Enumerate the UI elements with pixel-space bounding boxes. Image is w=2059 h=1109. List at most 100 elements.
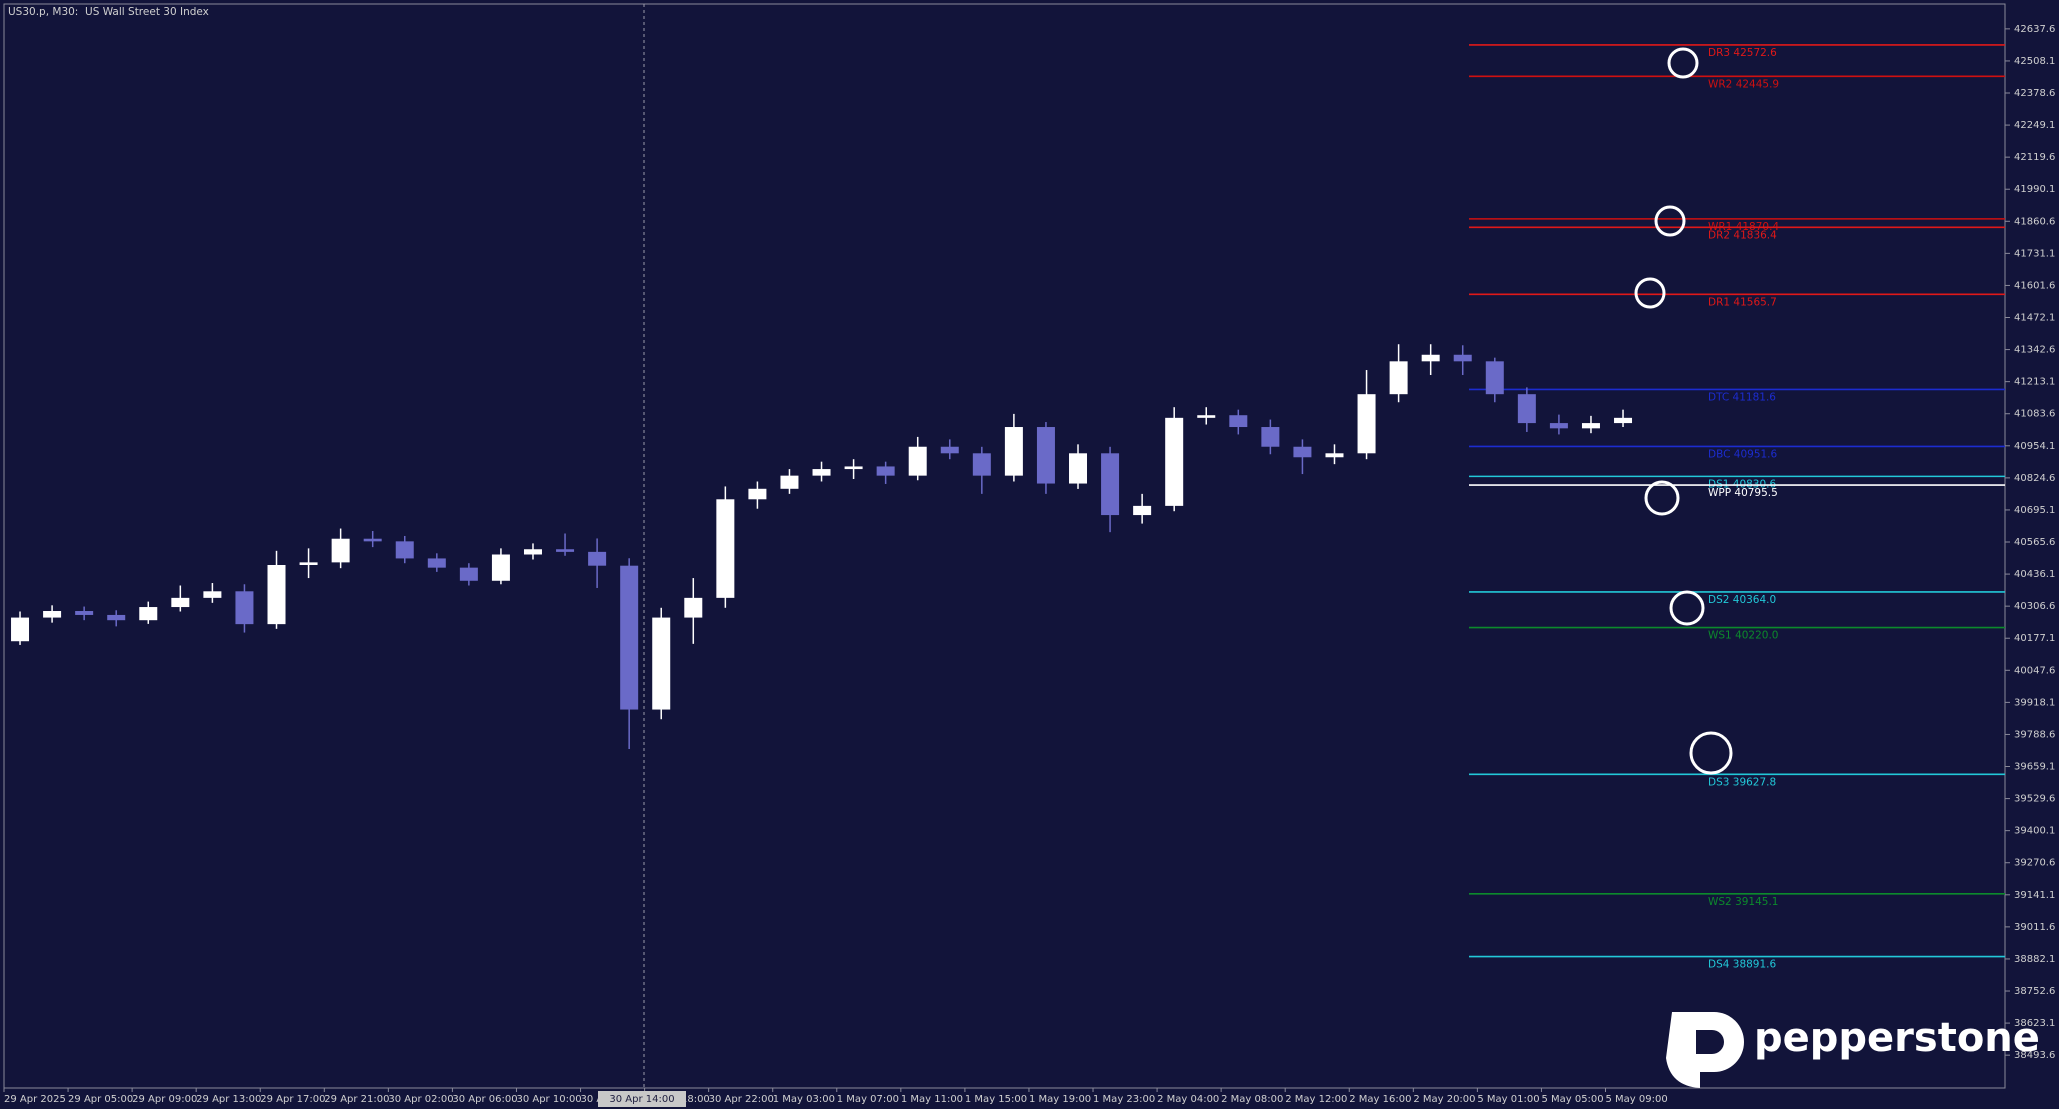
x-tick-label: 1 May 23:00 bbox=[1093, 1094, 1155, 1105]
y-tick-label: 41213.1 bbox=[2014, 377, 2055, 388]
x-tick-label: 1 May 07:00 bbox=[837, 1094, 899, 1105]
x-tick-label: 30 Apr 06:00 bbox=[452, 1094, 517, 1105]
candle-body bbox=[1261, 427, 1280, 447]
candle-body bbox=[748, 488, 767, 500]
y-tick-label: 38623.1 bbox=[2014, 1018, 2055, 1029]
x-tick-label: 30 Apr 02:00 bbox=[388, 1094, 453, 1105]
annotation-circle bbox=[1644, 480, 1680, 516]
candle-body bbox=[331, 538, 350, 563]
candle-body bbox=[1197, 415, 1216, 418]
x-tick-label: 29 Apr 21:00 bbox=[324, 1094, 389, 1105]
candle-body bbox=[299, 562, 318, 565]
candle-body bbox=[1133, 505, 1152, 516]
candle-body bbox=[491, 554, 510, 581]
x-tick-label: 2 May 12:00 bbox=[1285, 1094, 1347, 1105]
candle-body bbox=[1614, 417, 1633, 424]
y-tick-label: 38882.1 bbox=[2014, 954, 2055, 965]
x-tick-label: 29 Apr 05:00 bbox=[68, 1094, 133, 1105]
candle-body bbox=[1036, 427, 1055, 484]
candle-body bbox=[652, 617, 671, 710]
y-tick-label: 39011.6 bbox=[2014, 922, 2055, 933]
y-tick-label: 41731.1 bbox=[2014, 248, 2055, 259]
candle-body bbox=[940, 446, 959, 454]
level-label: WS1 40220.0 bbox=[1708, 630, 1779, 642]
candle-body bbox=[107, 614, 126, 621]
candle-body bbox=[235, 591, 254, 625]
y-tick-label: 39788.6 bbox=[2014, 729, 2055, 740]
level-label: DBC 40951.6 bbox=[1708, 448, 1778, 460]
y-tick-label: 40565.6 bbox=[2014, 537, 2055, 548]
candle-body bbox=[844, 466, 863, 470]
candle-body bbox=[1101, 453, 1120, 516]
y-tick-label: 39141.1 bbox=[2014, 890, 2055, 901]
candle-body bbox=[75, 611, 94, 615]
annotation-circle bbox=[1634, 277, 1666, 309]
candle-body bbox=[876, 466, 895, 476]
level-label: DS3 39627.8 bbox=[1708, 776, 1776, 788]
level-label: DR3 42572.6 bbox=[1708, 47, 1777, 59]
x-tick-label: 29 Apr 2025 bbox=[4, 1094, 66, 1105]
x-tick-label: 5 May 05:00 bbox=[1541, 1094, 1603, 1105]
candle-body bbox=[395, 541, 414, 559]
y-tick-label: 41472.1 bbox=[2014, 313, 2055, 324]
x-tick-label: 2 May 16:00 bbox=[1349, 1094, 1411, 1105]
candle-body bbox=[523, 549, 542, 555]
candle-body bbox=[1581, 423, 1600, 429]
crosshair-label-box bbox=[598, 1091, 686, 1107]
x-tick-label: 1 May 15:00 bbox=[965, 1094, 1027, 1105]
level-label: WS2 39145.1 bbox=[1708, 896, 1779, 908]
y-tick-label: 40436.1 bbox=[2014, 569, 2055, 580]
candle-body bbox=[812, 469, 831, 476]
y-tick-label: 42249.1 bbox=[2014, 120, 2055, 131]
y-tick-label: 40306.6 bbox=[2014, 601, 2055, 612]
candle-body bbox=[171, 597, 190, 608]
logo-mark-cut bbox=[1696, 1030, 1724, 1054]
candle-body bbox=[203, 591, 222, 598]
x-tick-label: 30 Apr 22:00 bbox=[709, 1094, 774, 1105]
candle-body bbox=[1069, 453, 1088, 484]
candle-body bbox=[267, 564, 286, 625]
level-label: DR1 41565.7 bbox=[1708, 296, 1777, 308]
candle-body bbox=[1165, 417, 1184, 506]
y-tick-label: 38493.6 bbox=[2014, 1050, 2055, 1061]
candle-body bbox=[684, 597, 703, 618]
candle-body bbox=[620, 565, 639, 710]
annotation-circles bbox=[1634, 47, 1733, 775]
x-tick-label: 1 May 19:00 bbox=[1029, 1094, 1091, 1105]
y-tick-label: 39659.1 bbox=[2014, 762, 2055, 773]
candle-body bbox=[972, 453, 991, 476]
candle-body bbox=[43, 611, 62, 618]
x-tick-label: 1 May 11:00 bbox=[901, 1094, 963, 1105]
candle-body bbox=[1485, 361, 1504, 395]
plot-frame bbox=[3, 3, 2006, 1089]
candle-body bbox=[11, 617, 30, 642]
candle-body bbox=[1357, 394, 1376, 454]
y-tick-label: 39400.1 bbox=[2014, 826, 2055, 837]
x-tick-label: 2 May 04:00 bbox=[1157, 1094, 1219, 1105]
y-tick-label: 40047.6 bbox=[2014, 665, 2055, 676]
candle-body bbox=[1293, 446, 1312, 458]
y-tick-label: 41083.6 bbox=[2014, 409, 2055, 420]
annotation-circle bbox=[1654, 205, 1686, 237]
candle-body bbox=[1421, 354, 1440, 362]
annotation-circle bbox=[1689, 731, 1733, 775]
y-tick-label: 41342.6 bbox=[2014, 345, 2055, 356]
y-tick-label: 42637.6 bbox=[2014, 24, 2055, 35]
candle-body bbox=[459, 567, 478, 581]
x-tick-label: 1 May 03:00 bbox=[773, 1094, 835, 1105]
level-label: WPP 40795.5 bbox=[1708, 487, 1778, 499]
crosshair-label: 30 Apr 14:00 bbox=[609, 1094, 674, 1105]
y-tick-label: 40824.6 bbox=[2014, 473, 2055, 484]
x-tick-label: 30 Apr 10:00 bbox=[516, 1094, 581, 1105]
y-tick-label: 41601.6 bbox=[2014, 280, 2055, 291]
candle-body bbox=[139, 607, 158, 621]
annotation-circle bbox=[1667, 47, 1699, 79]
candle-body bbox=[908, 446, 927, 476]
y-tick-label: 39918.1 bbox=[2014, 697, 2055, 708]
y-tick-label: 42119.6 bbox=[2014, 152, 2055, 163]
candle-body bbox=[363, 538, 382, 542]
level-label: DTC 41181.6 bbox=[1708, 391, 1776, 403]
x-tick-label: 29 Apr 17:00 bbox=[260, 1094, 325, 1105]
